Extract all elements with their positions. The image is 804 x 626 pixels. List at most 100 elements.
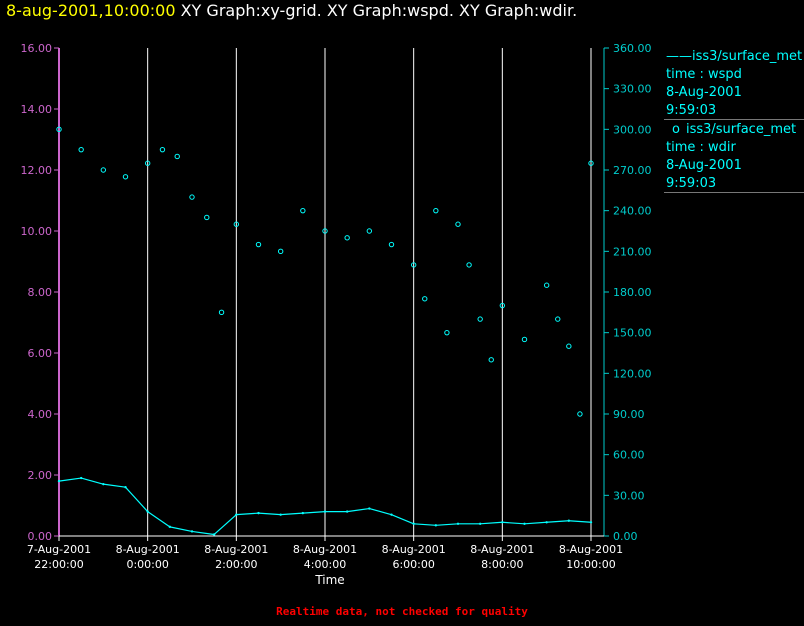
wdir-data-point bbox=[410, 262, 417, 268]
legend-field: time : wspd bbox=[666, 67, 742, 82]
left-tick-label: 14.00 bbox=[21, 103, 53, 116]
wdir-data-point bbox=[466, 262, 472, 268]
legend-time: 9:59:03 bbox=[666, 103, 717, 118]
grid-lines bbox=[147, 48, 592, 536]
right-tick-label: 300.00 bbox=[613, 123, 652, 136]
wdir-data-point bbox=[189, 194, 195, 200]
wspd-line-segment bbox=[58, 477, 82, 482]
wdir-data-point bbox=[588, 160, 594, 166]
legend-line-marker: —— bbox=[666, 49, 692, 64]
wspd-line-segment bbox=[502, 521, 525, 525]
x-tick-time: 22:00:00 bbox=[34, 558, 83, 571]
right-tick-label: 330.00 bbox=[613, 83, 652, 96]
right-tick-label: 120.00 bbox=[613, 367, 652, 380]
right-tick-label: 180.00 bbox=[613, 286, 652, 299]
wspd-line-segment bbox=[147, 511, 171, 528]
right-tick-label: 240.00 bbox=[613, 205, 652, 218]
legend-time: 9:59:03 bbox=[666, 176, 717, 191]
wspd-line-segment bbox=[280, 512, 303, 516]
wdir-data-point bbox=[566, 343, 572, 349]
wdir-data-point bbox=[300, 207, 306, 214]
right-tick-label: 360.00 bbox=[613, 42, 652, 55]
wspd-line-segment bbox=[213, 514, 237, 535]
wdir-data-point bbox=[277, 248, 284, 255]
wdir-data-point bbox=[204, 214, 210, 221]
wspd-line-segment bbox=[546, 520, 569, 523]
graph-title: 8-aug-2001,10:00:00 XY Graph:xy-grid. XY… bbox=[6, 1, 577, 20]
wspd-data-point bbox=[589, 521, 593, 524]
x-axis-ticks: 7-Aug-2001 22:00:00 8-Aug-2001 0:00:00 8-Aug… bbox=[27, 536, 623, 571]
x-tick-date: 8-Aug-2001 bbox=[382, 543, 446, 556]
wdir-data-point bbox=[122, 174, 129, 180]
x-tick-date: 7-Aug-2001 bbox=[27, 543, 91, 556]
wdir-data-point bbox=[174, 153, 180, 160]
right-axis-ticks: 0.00 30.00 60.00 90.00 120.00 150.00 180.00 210… bbox=[604, 42, 652, 543]
wspd-line-segment bbox=[236, 512, 259, 516]
x-tick-time: 8:00:00 bbox=[481, 558, 523, 571]
wspd-series bbox=[57, 476, 593, 536]
wspd-line-segment bbox=[524, 521, 547, 525]
wdir-data-point bbox=[322, 228, 328, 234]
x-tick-date: 8-Aug-2001 bbox=[293, 543, 357, 556]
left-tick-label: 6.00 bbox=[28, 347, 53, 360]
wspd-line-segment bbox=[103, 483, 126, 488]
wspd-line-segment bbox=[369, 507, 392, 516]
left-tick-label: 16.00 bbox=[21, 42, 53, 55]
wspd-line-segment bbox=[568, 520, 592, 523]
wdir-data-point bbox=[218, 309, 225, 316]
wdir-data-point bbox=[388, 241, 395, 248]
right-tick-label: 30.00 bbox=[613, 489, 645, 502]
left-axis-ticks: 0.00 2.00 4.00 6.00 8.00 10.00 12.00 14.00 16.00 bbox=[21, 42, 59, 543]
x-tick-time: 6:00:00 bbox=[392, 558, 434, 571]
wdir-data-point bbox=[255, 241, 262, 248]
wspd-line-segment bbox=[258, 512, 281, 516]
wdir-data-point bbox=[233, 221, 240, 227]
left-tick-label: 4.00 bbox=[28, 408, 53, 421]
legend-divider bbox=[664, 192, 804, 193]
x-axis-label: Time bbox=[314, 573, 344, 587]
wspd-line-segment bbox=[347, 507, 370, 513]
x-tick-date: 8-Aug-2001 bbox=[559, 543, 623, 556]
wdir-data-point bbox=[433, 207, 439, 214]
legend-date: 8-Aug-2001 bbox=[666, 85, 742, 100]
legend-entry-wdir: o iss3/surface_met time : wdir 8-Aug-2001… bbox=[666, 121, 804, 193]
right-tick-label: 270.00 bbox=[613, 164, 652, 177]
wdir-data-point bbox=[444, 329, 450, 336]
wdir-data-point bbox=[422, 296, 428, 302]
wdir-data-point bbox=[543, 282, 550, 288]
x-tick-date: 8-Aug-2001 bbox=[116, 543, 180, 556]
left-tick-label: 2.00 bbox=[28, 469, 53, 482]
wdir-data-point bbox=[521, 336, 528, 343]
legend-source: iss3/surface_met bbox=[685, 122, 797, 137]
wdir-data-point bbox=[555, 316, 561, 322]
title-graph-names: XY Graph:xy-grid. XY Graph:wspd. XY Grap… bbox=[180, 1, 578, 20]
wdir-data-point bbox=[344, 235, 350, 241]
x-tick-time: 0:00:00 bbox=[126, 558, 168, 571]
right-tick-label: 0.00 bbox=[613, 530, 638, 543]
legend-divider bbox=[664, 119, 804, 120]
x-tick-time: 10:00:00 bbox=[566, 558, 615, 571]
wdir-data-point bbox=[56, 126, 62, 133]
axes bbox=[58, 48, 605, 537]
x-tick-time: 4:00:00 bbox=[304, 558, 346, 571]
wdir-data-point bbox=[488, 357, 494, 363]
wdir-data-point bbox=[577, 411, 583, 417]
wspd-line-segment bbox=[480, 521, 503, 525]
wdir-data-point bbox=[455, 221, 461, 227]
left-tick-label: 12.00 bbox=[21, 164, 53, 177]
left-tick-label: 10.00 bbox=[21, 225, 53, 238]
right-tick-label: 90.00 bbox=[613, 408, 645, 421]
quality-notice: Realtime data, not checked for quality bbox=[276, 605, 528, 618]
legend-point-marker: o bbox=[672, 122, 680, 137]
wdir-data-point bbox=[159, 146, 166, 153]
wspd-line-segment bbox=[191, 530, 215, 536]
right-tick-label: 150.00 bbox=[613, 327, 652, 340]
wspd-line-segment bbox=[81, 477, 104, 485]
title-timestamp: 8-aug-2001,10:00:00 bbox=[6, 1, 176, 20]
wspd-line-segment bbox=[302, 511, 326, 514]
wspd-line-segment bbox=[391, 514, 414, 525]
wdir-series bbox=[56, 126, 594, 417]
right-tick-label: 210.00 bbox=[613, 245, 652, 258]
legend-source: iss3/surface_met bbox=[692, 49, 803, 64]
